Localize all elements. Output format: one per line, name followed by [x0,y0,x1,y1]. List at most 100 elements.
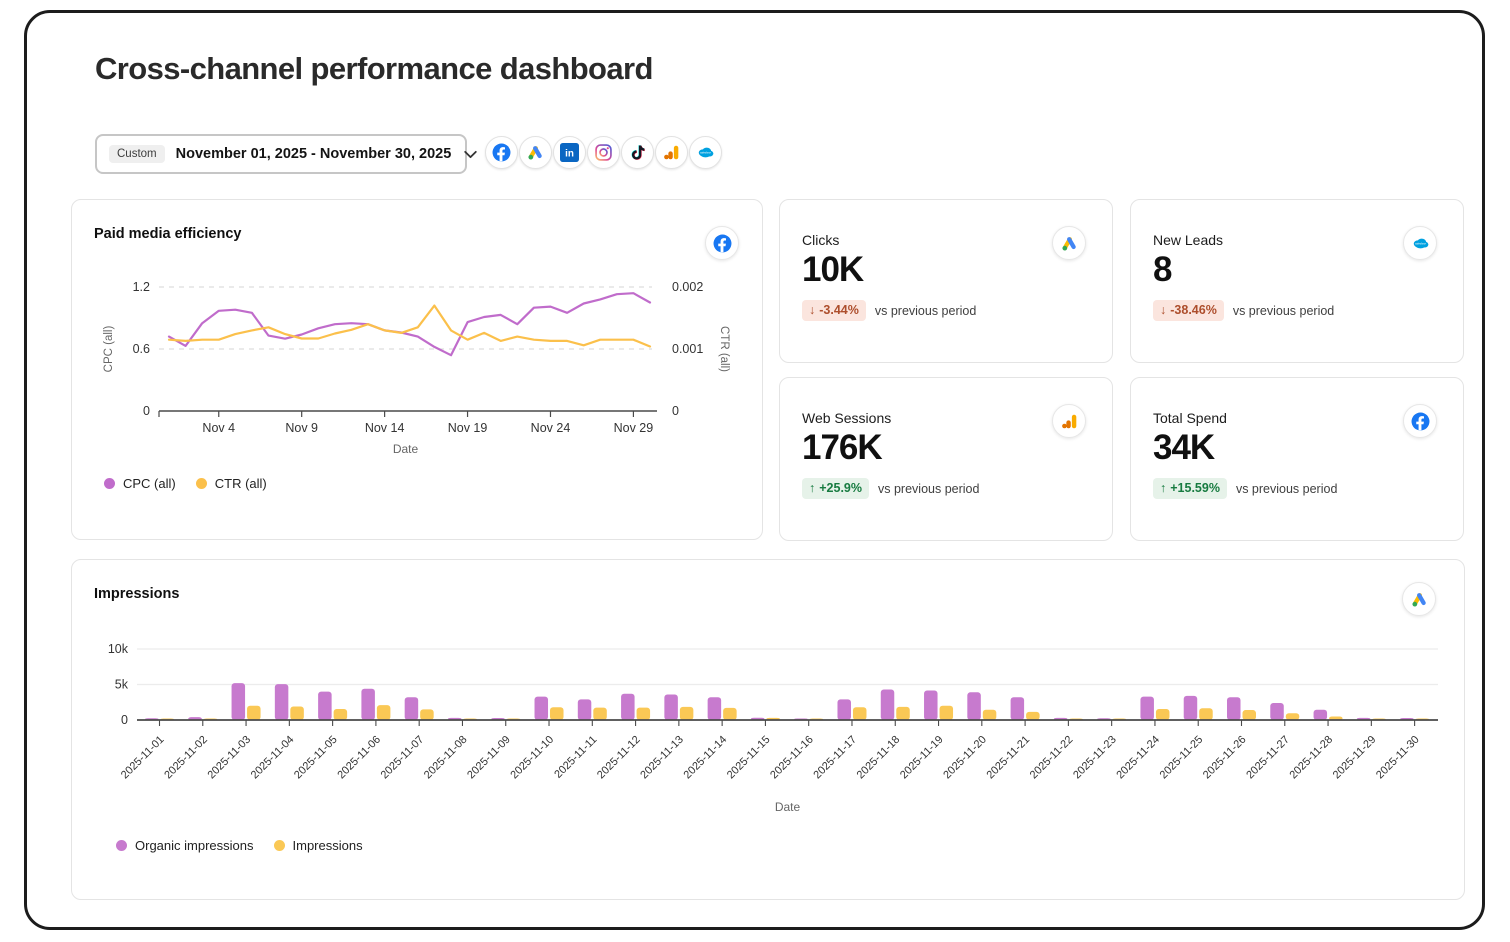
svg-text:2025-11-02: 2025-11-02 [162,734,210,782]
kpi-value: 34K [1153,428,1215,467]
svg-text:CPC (all): CPC (all) [103,326,115,373]
kpi-card-total-spend: Total Spend 34K ↑ +15.59% vs previous per… [1130,377,1464,541]
svg-text:salesforce: salesforce [1415,242,1426,245]
svg-text:Date: Date [775,800,801,814]
line-chart: 0 0.6 1.2 0 0.001 0.002 CPC (all) CTR (all) Nov … [103,280,730,456]
kpi-delta-row: ↑ +25.9% vs previous period [802,478,979,499]
svg-text:0: 0 [143,404,150,418]
arrow-up-icon: ↑ [1160,481,1167,495]
svg-text:2025-11-09: 2025-11-09 [465,734,513,782]
svg-text:2025-11-26: 2025-11-26 [1201,734,1249,782]
svg-text:0: 0 [672,404,679,418]
kpi-delta-row: ↑ +15.59% vs previous period [1153,478,1337,499]
date-range-picker[interactable]: Custom November 01, 2025 - November 30, … [95,134,477,174]
page-title: Cross-channel performance dashboard [95,51,653,86]
svg-text:Nov 19: Nov 19 [448,421,488,435]
kpi-delta-row: ↓ -3.44% vs previous period [802,300,976,321]
svg-text:Nov 14: Nov 14 [365,421,405,435]
svg-text:2025-11-15: 2025-11-15 [725,734,773,782]
legend-item-ctr-all-[interactable]: CTR (all) [195,476,267,491]
linkedin-icon[interactable]: in [553,136,586,169]
legend-dot-icon [273,840,285,851]
svg-text:2025-11-14: 2025-11-14 [682,734,730,782]
date-preset-badge: Custom [109,145,165,163]
svg-text:2025-11-07: 2025-11-07 [379,734,427,782]
kpi-card-clicks: Clicks 10K ↓ -3.44% vs previous period [779,199,1113,363]
kpi-label: New Leads [1153,232,1224,248]
svg-text:Nov 29: Nov 29 [614,421,654,435]
svg-text:2025-11-27: 2025-11-27 [1244,734,1292,782]
svg-text:0: 0 [121,713,128,727]
compare-text: vs previous period [1232,303,1335,318]
arrow-down-icon: ↓ [809,303,816,317]
svg-text:2025-11-03: 2025-11-03 [205,734,253,782]
svg-text:2025-11-04: 2025-11-04 [249,734,297,782]
compare-text: vs previous period [878,481,980,496]
svg-text:salesforce: salesforce [700,152,711,155]
kpi-card-web-sessions: Web Sessions 176K ↑ +25.9% vs previous pe… [779,377,1113,541]
salesforce-icon[interactable]: salesforce [689,136,722,169]
compare-text: vs previous period [874,303,977,318]
svg-text:2025-11-28: 2025-11-28 [1287,734,1335,782]
svg-text:Nov 24: Nov 24 [531,421,571,435]
arrow-up-icon: ↑ [809,481,816,495]
svg-text:2025-11-13: 2025-11-13 [638,734,686,782]
svg-text:2025-11-20: 2025-11-20 [941,734,989,782]
kpi-delta-row: ↓ -38.46% vs previous period [1153,300,1334,321]
google-ads-icon [1402,582,1436,616]
svg-text:2025-11-16: 2025-11-16 [768,734,816,782]
svg-text:2025-11-17: 2025-11-17 [811,734,859,782]
chart-title: Impressions [94,586,180,602]
instagram-icon[interactable] [587,136,620,169]
svg-text:2025-11-18: 2025-11-18 [855,734,903,782]
line-chart-legend: CPC (all) CTR (all) [104,476,267,491]
legend-dot-icon [104,478,115,489]
svg-text:2025-11-24: 2025-11-24 [1114,734,1162,782]
paid-media-efficiency-card: Paid media efficiency 0 0.6 1.2 0 0.001 0.002… [71,199,763,540]
kpi-card-new-leads: New Leads salesforce 8 ↓ -38.46% vs previ… [1130,199,1464,363]
legend-item-cpc-all-[interactable]: CPC (all) [104,476,176,491]
dashboard-frame: Cross-channel performance dashboard Cust… [24,10,1485,930]
svg-text:in: in [565,148,574,159]
chart-title: Paid media efficiency [94,226,242,242]
svg-text:2025-11-11: 2025-11-11 [552,734,599,781]
chevron-down-icon [462,146,479,163]
platform-icon-row: in salesforce [485,136,722,169]
svg-text:2025-11-21: 2025-11-21 [985,734,1033,782]
svg-text:Date: Date [393,442,419,456]
kpi-value: 10K [802,250,864,289]
arrow-down-icon: ↓ [1160,303,1167,317]
kpi-value: 176K [802,428,883,467]
legend-item-organic-impressions[interactable]: Organic impressions [116,838,254,853]
impressions-card: Impressions 0 5k 10k 2025-11-01 2025-11-02 20… [71,559,1465,900]
google-ads-icon [1052,226,1086,260]
tiktok-icon[interactable] [621,136,654,169]
svg-text:0.001: 0.001 [672,342,703,356]
svg-text:2025-11-22: 2025-11-22 [1028,734,1076,782]
google-analytics-icon [1052,404,1086,438]
legend-item-impressions[interactable]: Impressions [273,838,363,853]
facebook-icon[interactable] [485,136,518,169]
svg-text:Nov 4: Nov 4 [202,421,235,435]
kpi-label: Total Spend [1153,410,1227,426]
facebook-icon [1403,404,1437,438]
svg-text:2025-11-10: 2025-11-10 [508,734,556,782]
svg-text:2025-11-06: 2025-11-06 [335,734,383,782]
svg-text:CTR (all): CTR (all) [718,326,730,372]
google-ads-icon[interactable] [519,136,552,169]
svg-text:2025-11-29: 2025-11-29 [1331,734,1379,782]
svg-text:2025-11-19: 2025-11-19 [898,734,946,782]
kpi-value: 8 [1153,250,1172,289]
svg-text:2025-11-01: 2025-11-01 [119,734,167,782]
svg-text:2025-11-08: 2025-11-08 [422,734,470,782]
legend-dot-icon [195,478,207,489]
bar-chart-legend: Organic impressions Impressions [116,838,363,853]
svg-text:2025-11-12: 2025-11-12 [595,734,643,782]
svg-text:1.2: 1.2 [133,280,150,294]
svg-text:2025-11-30: 2025-11-30 [1374,734,1422,782]
compare-text: vs previous period [1235,481,1338,496]
delta-badge: ↑ +25.9% [802,478,869,499]
google-analytics-icon[interactable] [655,136,688,169]
svg-text:0.6: 0.6 [133,342,150,356]
